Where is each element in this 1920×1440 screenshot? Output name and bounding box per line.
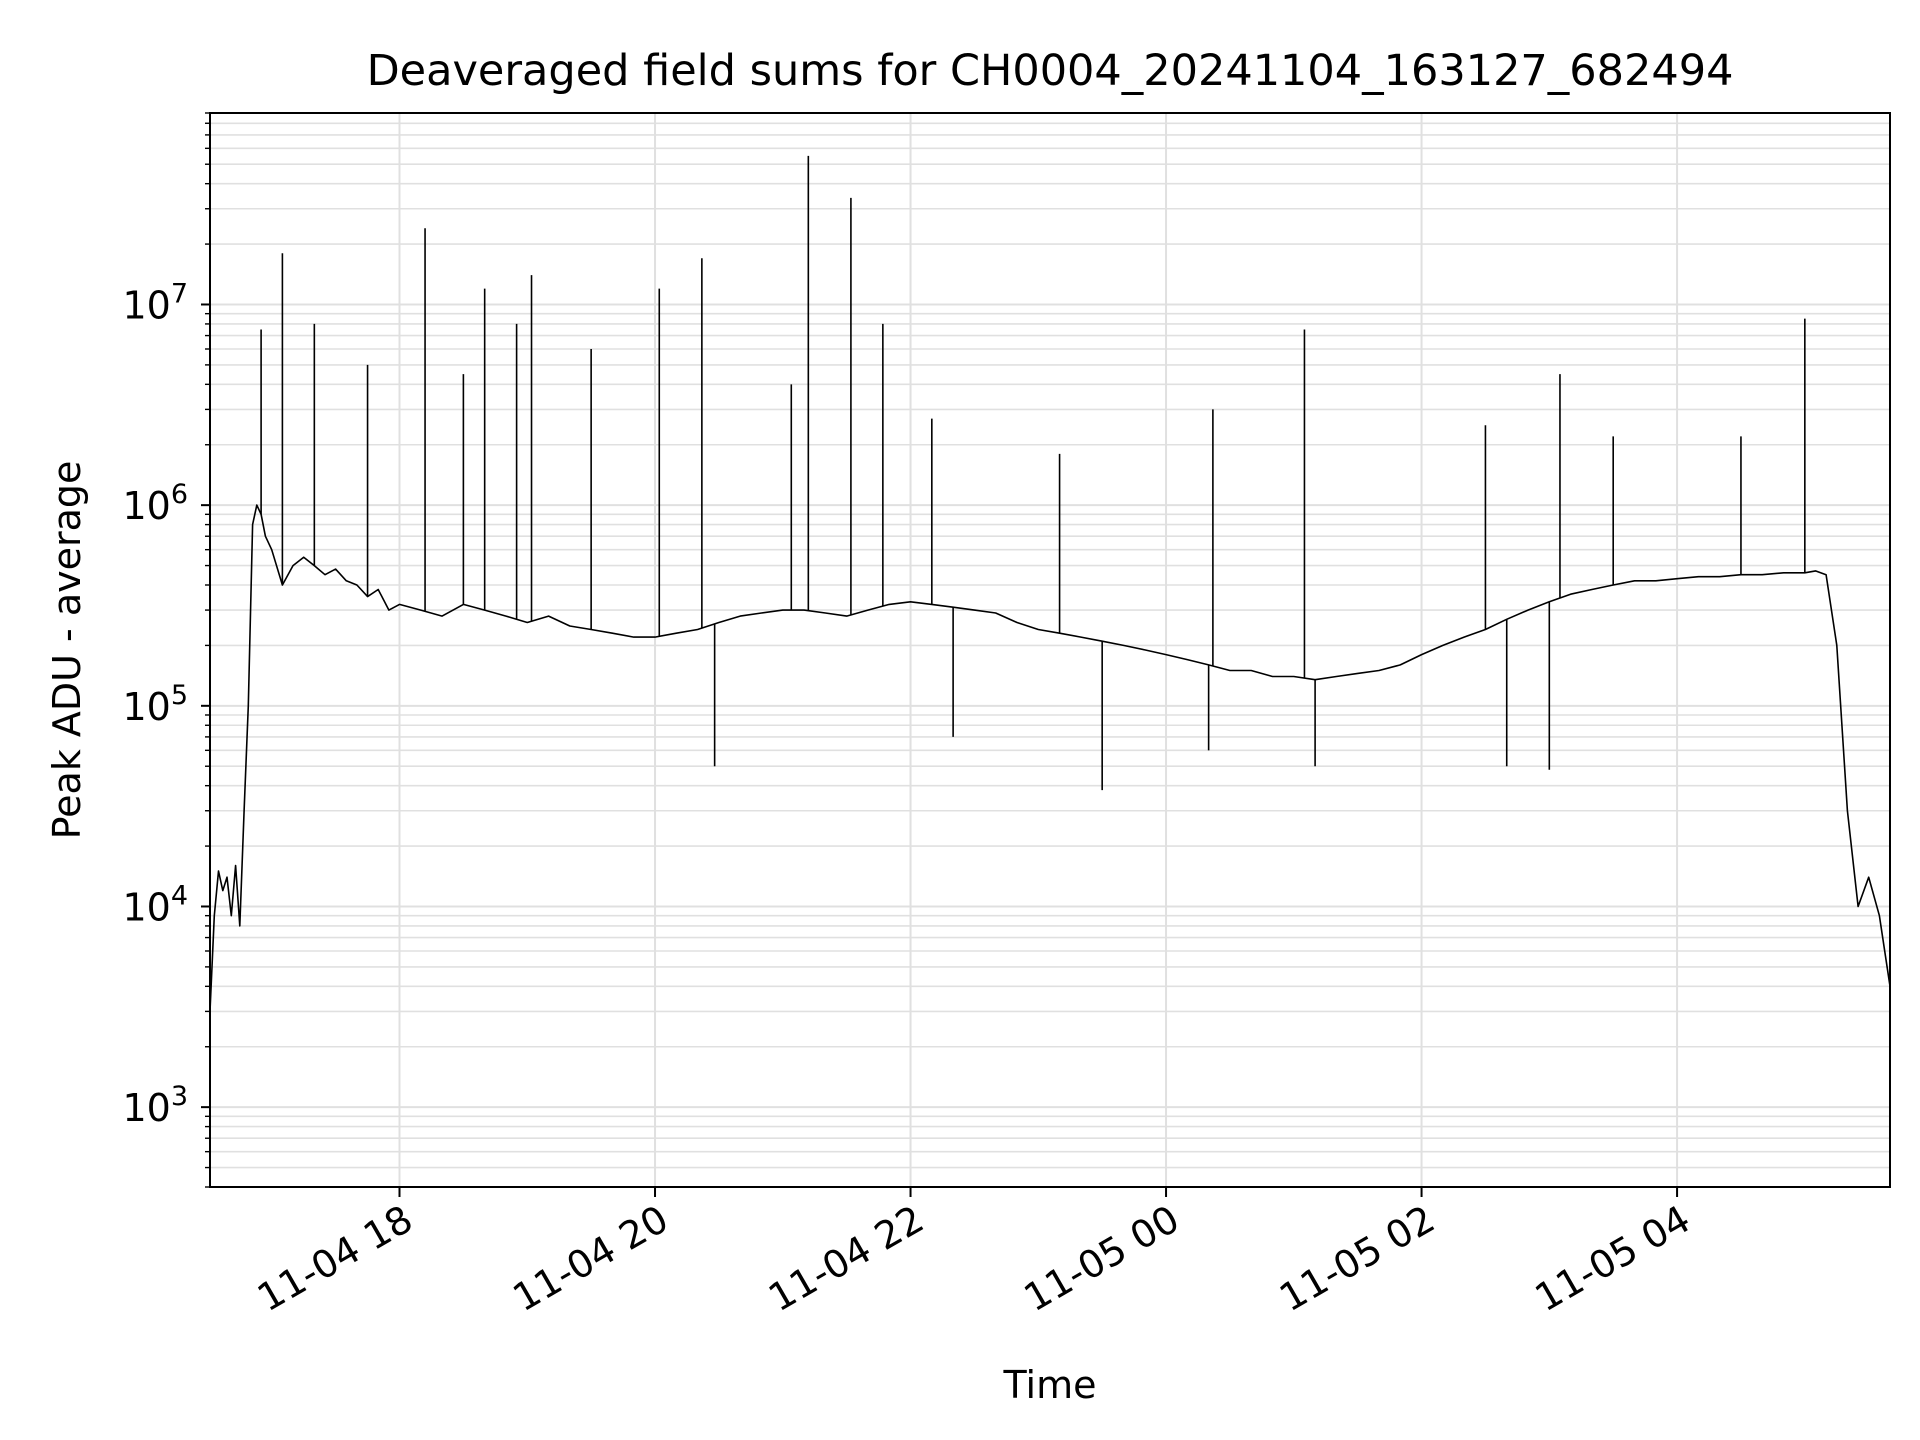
series-line: [209, 504, 1891, 1012]
y-tick-label: 104: [122, 880, 188, 929]
x-axis-label: Time: [1003, 1363, 1097, 1407]
chart-title: Deaveraged field sums for CH0004_2024110…: [367, 46, 1734, 96]
series-layer: [209, 155, 1891, 1012]
y-tick-label: 103: [122, 1081, 188, 1130]
y-tick-label: 105: [122, 680, 188, 729]
y-axis-ticks: 103 104 105 106 107: [122, 278, 188, 1130]
y-axis-label: Peak ADU - average: [45, 461, 89, 840]
plot-frame: [209, 112, 1891, 1188]
y-tick-label: 107: [122, 278, 188, 327]
y-tick-label: 106: [122, 479, 188, 528]
